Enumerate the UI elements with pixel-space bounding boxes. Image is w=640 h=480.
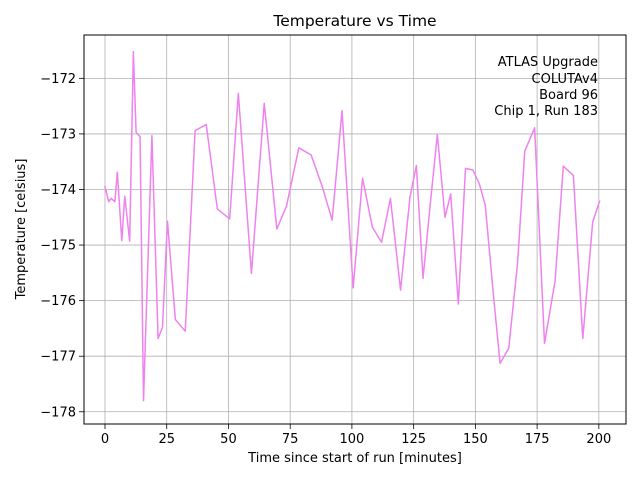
x-tick-label: 150 — [463, 432, 488, 447]
y-axis-label: Temperature [celsius] — [14, 159, 29, 301]
series — [104, 50, 601, 402]
series-line — [104, 50, 601, 402]
y-tick-label: −172 — [40, 72, 76, 87]
x-tick-label: 125 — [401, 432, 426, 447]
y-tick-label: −176 — [40, 294, 76, 309]
y-tick-label: −178 — [40, 405, 76, 420]
grid — [84, 35, 626, 424]
annotation-line: Board 96 — [539, 88, 598, 103]
y-tick-label: −173 — [40, 127, 76, 142]
y-tick-label: −174 — [40, 183, 76, 198]
x-tick-label: 50 — [220, 432, 237, 447]
x-axis-label: Time since start of run [minutes] — [247, 451, 462, 466]
x-tick-label: 100 — [339, 432, 364, 447]
x-tick-label: 200 — [586, 432, 611, 447]
chart-title: Temperature vs Time — [272, 12, 436, 30]
annotation-box: ATLAS Upgrade COLUTAv4 Board 96 Chip 1, … — [494, 55, 598, 119]
x-tick-label: 75 — [282, 432, 299, 447]
plot-frame — [83, 34, 627, 425]
y-tick-label: −177 — [40, 350, 76, 365]
x-tick-label: 175 — [525, 432, 550, 447]
y-tick-label: −175 — [40, 239, 76, 254]
annotation-line: Chip 1, Run 183 — [494, 104, 598, 119]
annotation-line: ATLAS Upgrade — [498, 55, 598, 70]
x-tick-label: 0 — [101, 432, 109, 447]
x-tick-label: 25 — [158, 432, 175, 447]
ticks: 0 25 50 75 100 125 150 175 200 −178 −177 −176 −175 −1… — [40, 72, 611, 447]
annotation-line: COLUTAv4 — [532, 72, 598, 87]
